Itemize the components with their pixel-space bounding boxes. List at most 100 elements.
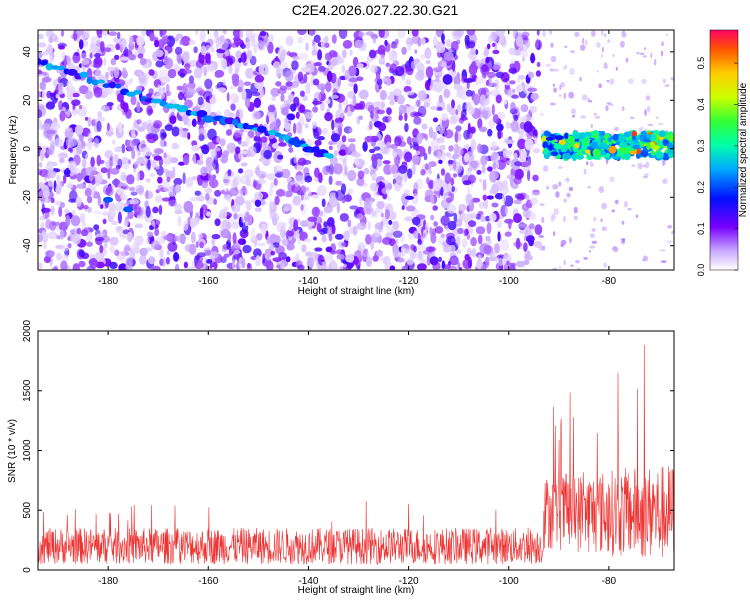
y-tick-label: -20 xyxy=(22,190,33,205)
spectrogram-cell xyxy=(529,105,537,114)
spectrogram-cell xyxy=(611,209,616,213)
spectrogram-cell xyxy=(185,176,194,188)
spectrogram-cell xyxy=(100,167,109,174)
spectrogram-cell xyxy=(93,224,100,231)
spectrogram-cell xyxy=(120,99,126,110)
spectrogram-cell xyxy=(267,41,274,54)
spectrogram-cell xyxy=(197,233,203,240)
spectrogram-cell xyxy=(345,254,355,263)
spectrogram-cell xyxy=(639,52,645,55)
spectrogram-cell xyxy=(458,203,467,212)
spectrogram-cell xyxy=(75,196,82,207)
spectrogram-cell xyxy=(136,119,142,125)
spectrogram-cell xyxy=(377,44,386,56)
spectrogram-cell xyxy=(381,237,392,245)
spectrogram-cell xyxy=(38,118,43,130)
spectrogram-cell xyxy=(420,169,426,176)
signal-band-cell xyxy=(612,133,619,141)
spectrogram-cell xyxy=(519,133,526,138)
spectrogram-cell xyxy=(255,255,261,267)
spectrogram-cell xyxy=(452,173,458,178)
spectrogram-cell xyxy=(497,231,501,242)
spectrogram-cell xyxy=(291,55,300,61)
spectrogram-cell xyxy=(348,77,359,83)
spectrogram-cell xyxy=(313,34,321,43)
spectrogram-cell xyxy=(455,235,461,247)
spectrogram-cell xyxy=(240,52,247,63)
spectrogram-cell xyxy=(308,190,312,197)
spectrogram-cell xyxy=(473,36,478,41)
spectrogram-cell xyxy=(627,208,632,211)
spectrogram-cell xyxy=(428,77,432,84)
spectrogram-cell xyxy=(486,195,494,200)
spectrogram-cell xyxy=(216,135,221,144)
spectrogram-cell xyxy=(515,35,524,47)
spectrogram-cell xyxy=(304,111,313,120)
spectrogram-cell xyxy=(392,151,398,158)
spectrogram-cell xyxy=(239,30,244,39)
colorbar-tick-label: 0.4 xyxy=(696,98,706,111)
spectrogram-cell xyxy=(464,34,470,46)
spectrogram-cell xyxy=(482,194,488,201)
trace-cell xyxy=(232,118,239,126)
spectrogram-cell xyxy=(371,210,377,217)
spectrogram-cell xyxy=(313,236,317,241)
spectrogram-cell xyxy=(275,81,282,87)
spectrogram-cell xyxy=(189,217,200,226)
spectrogram-cell xyxy=(524,138,534,151)
spectrogram-cell xyxy=(194,30,199,36)
spectrogram-cell xyxy=(359,196,363,206)
spectrogram-cell xyxy=(518,223,528,228)
spectrogram-cell xyxy=(436,106,443,111)
spectrogram-cell xyxy=(84,187,92,197)
trace-cell xyxy=(176,104,189,113)
spectrogram-cell xyxy=(182,51,190,63)
spectrogram-cell xyxy=(298,52,309,61)
spectrogram-cell xyxy=(143,73,149,83)
spectrogram-cell xyxy=(415,251,425,261)
spectrogram-cell xyxy=(441,60,447,68)
spectrogram-cell xyxy=(259,30,267,37)
spectrogram-cell xyxy=(305,82,311,94)
spectrogram-cell xyxy=(145,189,149,200)
spectrogram-cell xyxy=(257,242,266,247)
spectrogram-cell xyxy=(312,106,318,113)
spectrogram-cell xyxy=(380,77,388,82)
spectrogram-cell xyxy=(288,147,294,153)
spectrogram-cell xyxy=(485,79,490,86)
spectrogram-cell xyxy=(381,187,390,195)
spectrogram-cell xyxy=(526,235,535,243)
spectrogram-cell xyxy=(495,94,502,104)
spectrogram-cell xyxy=(344,165,348,176)
spectrogram-cell xyxy=(210,149,218,159)
spectrogram-cell xyxy=(239,150,248,155)
spectrogram-cell xyxy=(285,35,294,47)
spectrogram-cell xyxy=(439,144,446,151)
spectrogram-cell xyxy=(533,135,538,145)
spectrogram-cell xyxy=(149,225,154,231)
spectrogram-cell xyxy=(430,105,438,111)
spectrogram-cell xyxy=(596,70,599,73)
spectrogram-cell xyxy=(38,42,47,48)
spectrogram-cell xyxy=(260,223,267,236)
spectrogram-cell xyxy=(588,100,593,103)
spectrogram-cell xyxy=(588,249,592,253)
spectrogram-cell xyxy=(404,112,408,122)
spectrogram-cell xyxy=(394,38,399,46)
spectrogram-cell xyxy=(508,47,516,56)
spectrogram-cell xyxy=(631,164,636,167)
spectrogram-cell xyxy=(213,30,219,39)
spectrogram-cell xyxy=(325,81,332,93)
spectrogram-cell xyxy=(245,214,253,226)
signal-band-cell xyxy=(598,150,606,156)
spectrogram-cell xyxy=(463,78,474,83)
spectrogram-cell xyxy=(191,118,197,128)
spectrogram-y-label: Frequency (Hz) xyxy=(8,116,19,185)
signal-band-cell xyxy=(553,143,563,150)
spectrogram-cell xyxy=(429,181,434,189)
spectrogram-cell xyxy=(325,98,331,105)
spectrogram-cell xyxy=(191,144,201,152)
spectrogram-cell xyxy=(173,65,181,72)
trace-cell xyxy=(326,153,334,159)
spectrogram-cell xyxy=(285,256,291,263)
